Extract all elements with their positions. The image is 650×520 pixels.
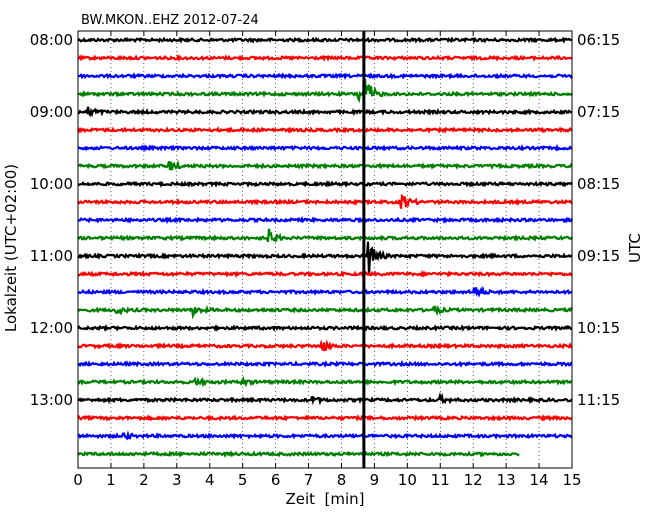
x-axis: 0 1 2 3 4 5 6 7 8 9 10 11 12 13 14 15	[73, 31, 582, 489]
trace-2	[77, 72, 573, 81]
x-tick-label: 3	[172, 471, 182, 489]
x-tick-label: 9	[370, 471, 380, 489]
trace-7	[77, 159, 573, 171]
x-tick-label: 11	[431, 471, 450, 489]
trace-21	[77, 413, 573, 422]
trace-23	[77, 450, 520, 459]
trace-4	[77, 106, 573, 118]
trace-10	[77, 215, 573, 225]
y-tick-label-right: 07:15	[577, 103, 620, 121]
y-tick-label-right: 09:15	[577, 247, 620, 265]
y-tick-label-right: 06:15	[577, 31, 620, 49]
y-axis-right-label: UTC	[626, 233, 644, 263]
x-tick-label: 13	[497, 471, 516, 489]
traces	[77, 36, 573, 459]
y-tick-label-left: 08:00	[30, 31, 73, 49]
y-axis-left-label: Lokalzeit (UTC+02:00)	[2, 164, 20, 332]
plot-frame	[77, 30, 573, 469]
x-tick-label: 6	[271, 471, 281, 489]
y-tick-label-left: 13:00	[30, 391, 73, 409]
x-tick-label: 7	[304, 471, 314, 489]
y-tick-label-right: 10:15	[577, 319, 620, 337]
trace-8	[77, 180, 573, 188]
x-tick-label: 15	[562, 471, 581, 489]
trace-17	[77, 339, 573, 352]
trace-19	[77, 376, 573, 388]
trace-11	[77, 228, 573, 243]
trace-22	[77, 430, 573, 441]
trace-6	[77, 143, 572, 153]
trace-14	[77, 285, 573, 298]
y-tick-label-right: 08:15	[577, 175, 620, 193]
trace-5	[77, 126, 573, 134]
x-tick-label: 14	[530, 471, 549, 489]
y-tick-label-left: 09:00	[30, 103, 73, 121]
trace-15	[77, 304, 573, 320]
trace-18	[77, 359, 573, 368]
y-axis-right: 06:15 07:15 08:15 09:15 10:15 11:15	[577, 31, 620, 409]
grid	[110, 31, 540, 468]
trace-16	[77, 323, 573, 333]
x-tick-label: 4	[205, 471, 215, 489]
y-tick-label-right: 11:15	[577, 391, 620, 409]
chart-title: BW.MKON..EHZ 2012-07-24	[81, 13, 259, 28]
x-tick-label: 0	[73, 471, 83, 489]
x-tick-label: 5	[238, 471, 248, 489]
trace-3	[77, 79, 573, 104]
trace-20	[77, 391, 573, 406]
trace-9	[77, 193, 572, 209]
x-axis-label: Zeit [min]	[285, 490, 364, 508]
trace-1	[77, 53, 573, 63]
x-tick-label: 12	[464, 471, 483, 489]
x-tick-label: 2	[139, 471, 149, 489]
x-tick-label: 8	[337, 471, 347, 489]
trace-0	[77, 36, 573, 44]
y-tick-label-left: 10:00	[30, 175, 73, 193]
y-tick-label-left: 12:00	[30, 319, 73, 337]
trace-12	[77, 241, 573, 275]
x-tick-label: 1	[106, 471, 116, 489]
y-tick-label-left: 11:00	[30, 247, 73, 265]
x-tick-label: 10	[398, 471, 417, 489]
y-axis-left: 08:00 09:00 10:00 11:00 12:00 13:00	[30, 31, 73, 409]
trace-13	[77, 269, 573, 279]
